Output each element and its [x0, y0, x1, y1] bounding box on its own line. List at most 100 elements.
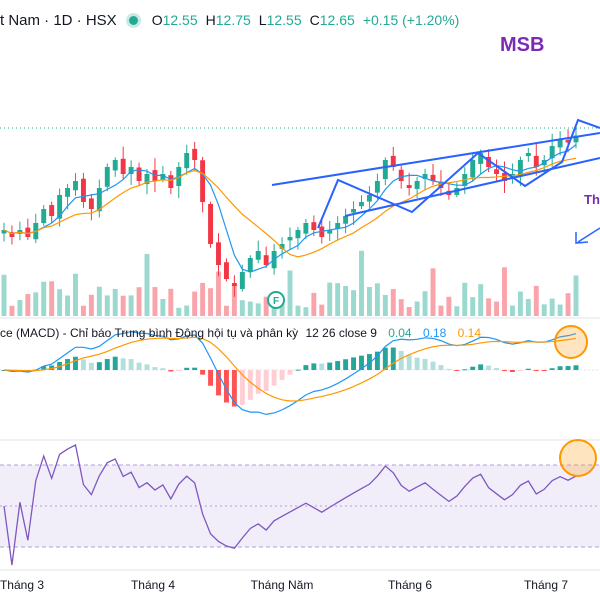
candle-body [184, 153, 190, 169]
volume-bar [271, 307, 277, 316]
macd-histogram-bar [271, 370, 277, 386]
event-marker-label: F [273, 296, 279, 307]
candle-body [112, 160, 118, 171]
candle-body [231, 283, 237, 286]
candle-body [208, 203, 214, 244]
volume-bar [192, 291, 198, 316]
candle-body [128, 167, 134, 175]
volume-bar [366, 286, 372, 316]
macd-histogram-bar [96, 362, 102, 370]
close-value: 12.65 [319, 12, 355, 28]
ma-layer [3, 144, 577, 273]
volume-bar [446, 296, 452, 316]
candle-body [557, 139, 563, 148]
candle-body [279, 244, 285, 249]
macd-histogram-bar [359, 355, 364, 370]
channel-upper-trendline[interactable] [271, 132, 600, 186]
candle-body [247, 258, 253, 273]
candle-body [104, 167, 110, 187]
macd-histogram-bar [565, 366, 571, 370]
candle-body [549, 146, 555, 159]
wave-polyline[interactable] [317, 118, 600, 229]
volume-bar [176, 307, 182, 316]
candle-body [486, 156, 492, 167]
volume-bar [223, 305, 229, 316]
low-label: L [258, 12, 267, 28]
candle-body [295, 230, 301, 239]
rsi-line [3, 444, 577, 566]
drawing-layer[interactable] [271, 118, 600, 477]
macd-histogram-bar [112, 356, 118, 370]
candle-body [216, 242, 221, 265]
volume-bar [184, 305, 190, 316]
candle-body [398, 169, 404, 181]
macd-histogram-bar [104, 359, 110, 370]
annotation-text[interactable]: Th [584, 192, 600, 207]
volume-bar [430, 268, 436, 316]
volume-bar [112, 288, 118, 316]
volume-bar [390, 289, 396, 316]
low-value: 12.55 [266, 12, 302, 28]
candle-body [573, 135, 579, 143]
macd-histogram-bar [231, 370, 237, 407]
volume-bar [160, 298, 166, 316]
volume-bar [231, 284, 237, 316]
macd-histogram-bar [541, 370, 547, 371]
channel-lower-trendline[interactable] [344, 157, 600, 217]
candle-body [502, 172, 507, 181]
change-value: +0.15 (+1.20%) [362, 12, 460, 28]
event-marker[interactable]: F [267, 291, 285, 309]
macd-histogram-bar [176, 370, 182, 371]
candle-body [80, 178, 86, 202]
arrow-shaft[interactable] [577, 227, 600, 243]
macd-histogram-bar [144, 364, 150, 370]
macd-highlight-circle[interactable] [554, 325, 588, 359]
volume-bar [104, 295, 110, 316]
symbol-title[interactable]: t Nam · 1D · HSX [0, 11, 117, 29]
macd-histogram-bar [216, 370, 221, 396]
macd-histogram-bar [295, 369, 301, 371]
volume-bar [80, 305, 86, 316]
volume-bar [168, 288, 174, 316]
volume-bar [494, 301, 500, 316]
volume-bar [438, 305, 444, 316]
macd-histogram-value: 0.04 [388, 326, 412, 340]
candle-body [422, 174, 428, 179]
x-tick-1: Tháng 4 [130, 578, 176, 592]
x-tick-4: Tháng 7 [523, 578, 569, 592]
candle-body [478, 153, 484, 164]
candle-body [287, 237, 293, 241]
candle-body [25, 227, 31, 237]
volume-bar [486, 298, 492, 316]
macd-histogram-bar [390, 347, 396, 370]
macd-histogram-bar [343, 359, 349, 370]
macd-histogram-bar [168, 370, 174, 372]
candle-body [120, 158, 126, 174]
rsi-highlight-circle[interactable] [559, 439, 597, 477]
macd-histogram-bar [263, 370, 269, 391]
candle-body [263, 255, 269, 265]
volume-bar [73, 273, 78, 316]
candle-body [136, 167, 142, 181]
volume-bar [96, 286, 102, 316]
arrow-head[interactable] [575, 232, 589, 244]
macd-histogram-bar [438, 365, 444, 370]
volume-bar [255, 303, 261, 316]
macd-histogram-bar [430, 361, 436, 370]
candle-body [9, 232, 15, 237]
event-marker-circle[interactable] [267, 291, 285, 309]
macd-signal-line [3, 336, 577, 402]
macd-histogram-bar [120, 358, 126, 370]
x-tick-3: Tháng 6 [387, 578, 433, 592]
candle-body [88, 198, 94, 209]
candle-body [533, 155, 539, 167]
volume-bar [509, 305, 515, 316]
candle-body [1, 230, 7, 234]
candle-body [414, 181, 420, 189]
candle-body [160, 174, 166, 180]
macd-histogram-bar [462, 369, 468, 371]
macd-histogram-bar [208, 370, 214, 386]
candle-body [359, 202, 364, 207]
macd-legend[interactable]: ce (MACD) - Chỉ báo Trung bình Động hội … [0, 326, 481, 340]
